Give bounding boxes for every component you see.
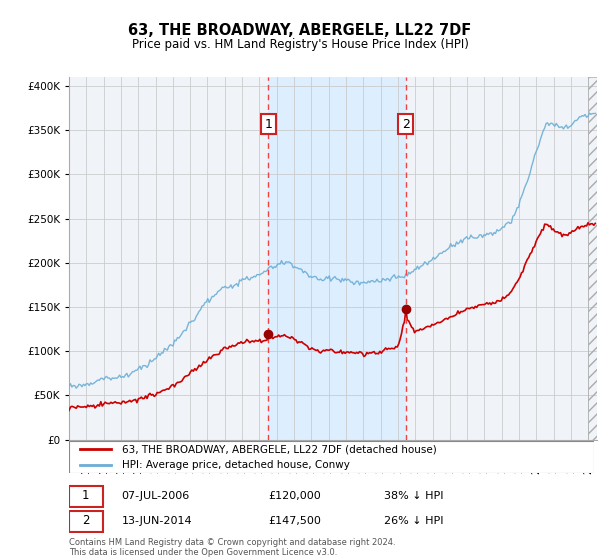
Text: £147,500: £147,500 <box>269 516 322 526</box>
Text: 63, THE BROADWAY, ABERGELE, LL22 7DF: 63, THE BROADWAY, ABERGELE, LL22 7DF <box>128 24 472 38</box>
Text: 13-JUN-2014: 13-JUN-2014 <box>121 516 192 526</box>
Text: 26% ↓ HPI: 26% ↓ HPI <box>384 516 443 526</box>
Bar <box>69 486 103 507</box>
Text: Contains HM Land Registry data © Crown copyright and database right 2024.
This d: Contains HM Land Registry data © Crown c… <box>69 538 395 557</box>
Bar <box>268 77 406 440</box>
Text: 38% ↓ HPI: 38% ↓ HPI <box>384 491 443 501</box>
Text: 2: 2 <box>82 515 89 528</box>
Text: 63, THE BROADWAY, ABERGELE, LL22 7DF (detached house): 63, THE BROADWAY, ABERGELE, LL22 7DF (de… <box>121 445 436 455</box>
Text: HPI: Average price, detached house, Conwy: HPI: Average price, detached house, Conw… <box>121 460 349 470</box>
Bar <box>69 511 103 532</box>
Text: 1: 1 <box>265 118 272 131</box>
Text: 1: 1 <box>82 489 89 502</box>
Text: £120,000: £120,000 <box>269 491 321 501</box>
Text: 2: 2 <box>402 118 410 131</box>
Text: Price paid vs. HM Land Registry's House Price Index (HPI): Price paid vs. HM Land Registry's House … <box>131 38 469 52</box>
Text: 07-JUL-2006: 07-JUL-2006 <box>121 491 190 501</box>
